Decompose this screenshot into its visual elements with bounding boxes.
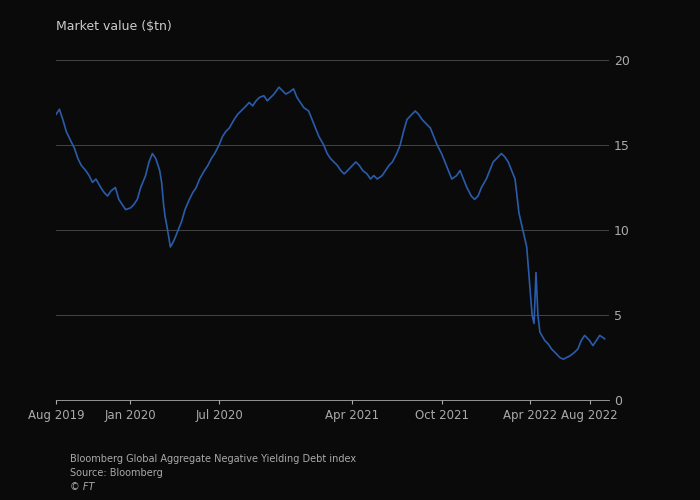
Text: Market value ($tn): Market value ($tn) <box>56 20 172 33</box>
Text: Source: Bloomberg: Source: Bloomberg <box>70 468 162 478</box>
Text: Bloomberg Global Aggregate Negative Yielding Debt index: Bloomberg Global Aggregate Negative Yiel… <box>70 454 356 464</box>
Text: © FT: © FT <box>70 482 94 492</box>
